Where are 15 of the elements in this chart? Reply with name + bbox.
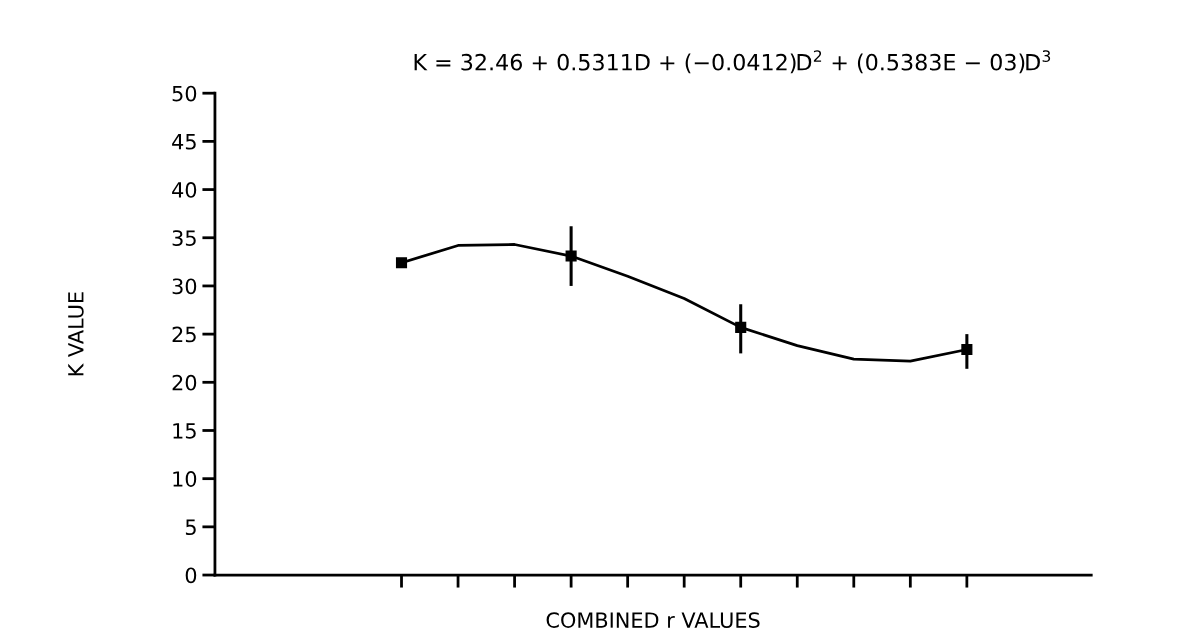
- y-tick-label: 35: [172, 230, 196, 246]
- y-tick-label: 15: [173, 423, 196, 439]
- y-tick-label: 50: [172, 85, 197, 102]
- y-tick-label: 25: [172, 326, 196, 343]
- y-tick-label: 20: [172, 374, 197, 391]
- text: K = 32.46 + 0.5311D + (−0.0412)D$^{2}$ + (0.5383E − 03)D$^{3}$: [414, 50, 1051, 74]
- y-tick-label: 0: [185, 567, 197, 584]
- point: [395, 257, 408, 269]
- y-tick-label: 10: [173, 471, 197, 487]
- y-axis-title: K VALUE: [68, 292, 84, 376]
- y-tick-label: 5: [185, 519, 196, 536]
- y-tick-label: 45: [172, 134, 196, 150]
- x-axis-title: COMBINED r VALUES: [546, 612, 760, 628]
- y-tick-label: 30: [172, 278, 197, 295]
- y-tick-label: 40: [172, 182, 197, 198]
